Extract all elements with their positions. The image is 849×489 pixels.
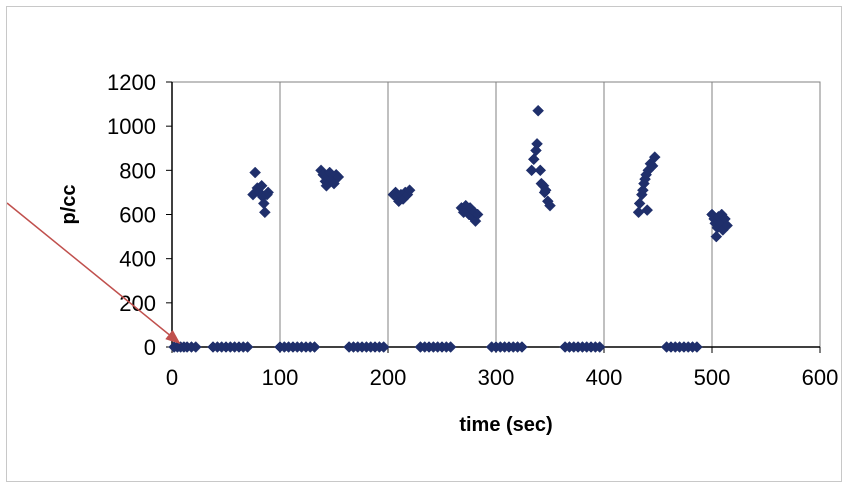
x-tick-label: 400 [586, 365, 623, 390]
data-point [308, 341, 321, 353]
y-tick-label: 1000 [107, 114, 156, 139]
data-point [721, 219, 733, 232]
data-point [641, 204, 654, 216]
y-axis-title: p/cc [58, 184, 80, 224]
data-point [249, 166, 262, 179]
data-point [189, 341, 202, 353]
data-point [377, 341, 390, 353]
data-point [532, 104, 544, 117]
y-tick-labels: 0 200 400 600 800 1000 1200 [107, 70, 172, 360]
data-point [516, 341, 528, 353]
y-tick-label: 1200 [107, 70, 156, 95]
data-point [544, 199, 556, 212]
data-point [593, 341, 606, 353]
x-axis-title: time (sec) [459, 414, 552, 436]
data-point [710, 230, 723, 243]
x-tick-label: 600 [802, 365, 839, 390]
data-point [530, 144, 542, 157]
x-tick-label: 0 [166, 365, 178, 390]
x-tick-label: 100 [262, 365, 299, 390]
data-point [403, 184, 416, 197]
data-point [332, 171, 345, 183]
data-point [527, 153, 540, 166]
x-tick-label: 200 [370, 365, 407, 390]
data-points [168, 104, 733, 353]
chart-frame: 0 100 200 300 400 500 600 0 200 400 600 800 1000 120… [6, 6, 842, 482]
data-point [262, 186, 274, 199]
y-tick-label: 600 [119, 203, 156, 228]
data-point [444, 341, 457, 353]
data-point [648, 151, 661, 163]
x-tick-labels: 0 100 200 300 400 500 600 [166, 347, 838, 390]
annotation-arrow [7, 202, 181, 344]
data-point [633, 197, 646, 210]
data-point [534, 164, 547, 177]
data-point [632, 206, 645, 219]
data-point [531, 137, 543, 150]
data-point [691, 341, 703, 353]
data-point [646, 160, 659, 172]
data-point [525, 164, 538, 177]
scatter-chart: 0 100 200 300 400 500 600 0 200 400 600 800 1000 120… [7, 70, 838, 436]
data-point [471, 208, 484, 221]
vertical-gridlines [279, 82, 821, 347]
data-point [255, 179, 268, 192]
y-tick-label: 800 [119, 158, 156, 183]
data-point [539, 184, 552, 197]
data-point [637, 184, 649, 197]
x-tick-label: 500 [694, 365, 731, 390]
data-point [259, 206, 271, 219]
y-tick-label: 0 [144, 335, 156, 360]
y-tick-label: 400 [119, 247, 156, 272]
y-tick-label: 200 [119, 291, 156, 316]
data-point [241, 341, 254, 353]
x-tick-label: 300 [478, 365, 515, 390]
